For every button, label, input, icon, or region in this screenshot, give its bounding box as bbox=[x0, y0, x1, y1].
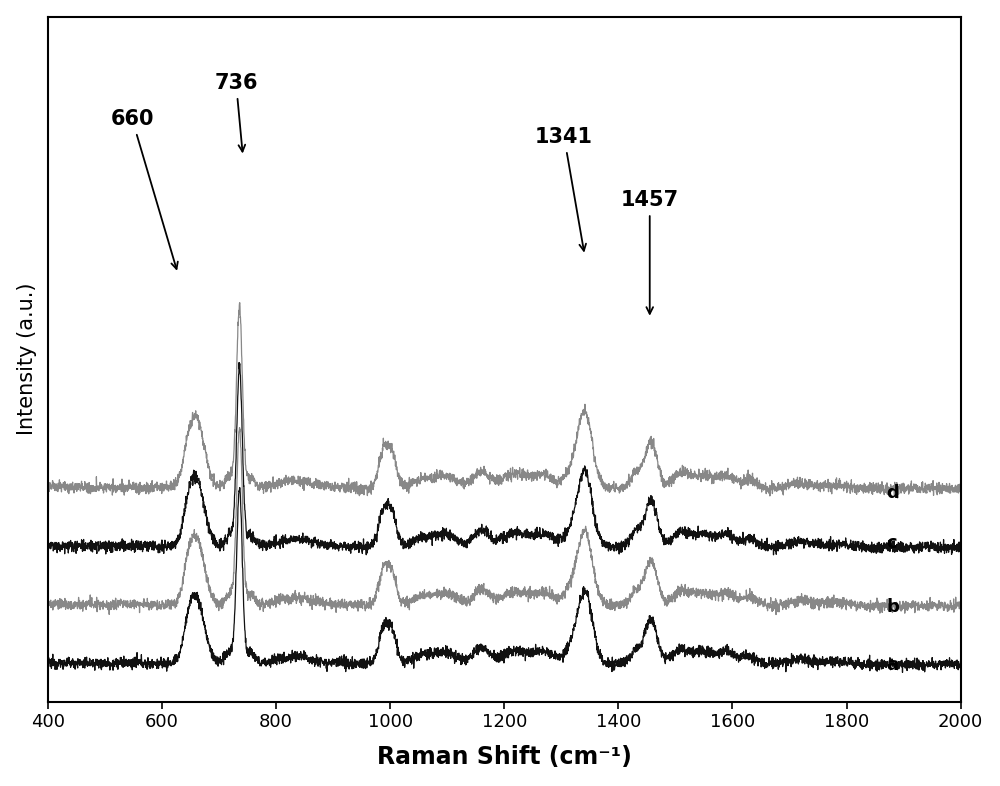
Text: d: d bbox=[887, 484, 899, 501]
Text: c: c bbox=[887, 534, 897, 552]
Y-axis label: Intensity (a.u.): Intensity (a.u.) bbox=[17, 283, 37, 435]
Text: 736: 736 bbox=[214, 73, 258, 152]
Text: 1457: 1457 bbox=[621, 190, 679, 314]
X-axis label: Raman Shift (cm⁻¹): Raman Shift (cm⁻¹) bbox=[377, 745, 632, 769]
Text: b: b bbox=[887, 598, 899, 616]
Text: 660: 660 bbox=[110, 109, 178, 269]
Text: a: a bbox=[887, 656, 899, 674]
Text: 1341: 1341 bbox=[535, 127, 593, 251]
